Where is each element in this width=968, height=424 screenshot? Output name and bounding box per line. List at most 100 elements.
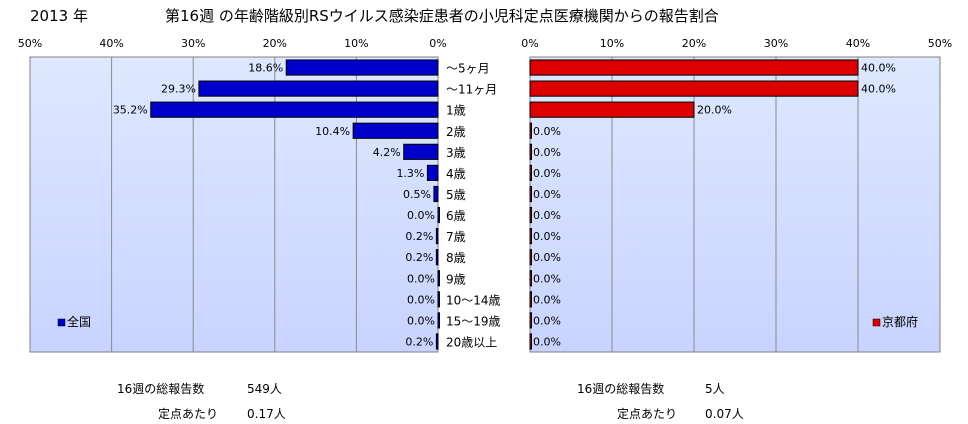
value-label: 10.4% bbox=[315, 125, 350, 138]
x-tick-label: 20% bbox=[682, 37, 706, 50]
legend-swatch bbox=[872, 318, 881, 327]
category-label: ～5ヶ月 bbox=[446, 62, 490, 76]
bar bbox=[437, 291, 440, 308]
value-label: 1.3% bbox=[396, 167, 424, 180]
value-label: 40.0% bbox=[861, 83, 896, 96]
chart-kyoto: 0% 10% 20% 30% 40% 50% 40.0% 40.0% 20.0% 0.0% 0.0%… bbox=[521, 37, 952, 353]
bar bbox=[529, 122, 532, 139]
category-label: 6歳 bbox=[446, 209, 466, 223]
value-label: 20.0% bbox=[697, 104, 732, 117]
bar bbox=[529, 185, 532, 203]
bar bbox=[435, 333, 439, 350]
x-tick-label: 30% bbox=[181, 37, 205, 50]
bar bbox=[529, 228, 532, 245]
bar bbox=[529, 333, 532, 350]
x-tick-label: 10% bbox=[344, 37, 368, 50]
x-tick-label: 0% bbox=[521, 37, 538, 50]
bar bbox=[285, 59, 439, 76]
value-label: 0.5% bbox=[403, 188, 431, 201]
category-label: 4歳 bbox=[446, 167, 466, 181]
bar bbox=[403, 143, 439, 160]
value-label: 0.0% bbox=[533, 167, 561, 180]
value-label: 0.0% bbox=[407, 293, 435, 306]
bar bbox=[426, 164, 439, 181]
bar bbox=[529, 206, 532, 224]
category-label: 9歳 bbox=[446, 272, 466, 286]
x-tick-label: 40% bbox=[99, 37, 123, 50]
value-label: 0.0% bbox=[407, 272, 435, 285]
value-label: 0.2% bbox=[405, 251, 433, 264]
plot-area bbox=[529, 56, 941, 353]
legend-label: 京都府 bbox=[882, 314, 918, 329]
chart-title: 第16週 の年齢階級別RSウイルス感染症患者の小児科定点医療機関からの報告割合 bbox=[165, 7, 719, 25]
chart-national: 50% 40% 30% 20% 10% 0% 18.6% ～5ヶ月 29.3% ～11ヶ月 35.2… bbox=[18, 37, 501, 353]
value-label: 35.2% bbox=[113, 104, 148, 117]
bar bbox=[529, 164, 532, 181]
footer-right-per-label: 定点あたり bbox=[617, 407, 678, 421]
value-label: 0.0% bbox=[407, 209, 435, 222]
bar bbox=[437, 312, 440, 329]
category-label: 5歳 bbox=[446, 188, 466, 202]
bar bbox=[433, 185, 439, 203]
bar bbox=[198, 80, 439, 97]
value-label: 4.2% bbox=[373, 146, 401, 159]
value-label: 0.0% bbox=[533, 188, 561, 201]
value-label: 40.0% bbox=[861, 62, 896, 75]
footer-left-total-label: 16週の総報告数 bbox=[117, 382, 205, 396]
x-tick-label: 50% bbox=[928, 37, 952, 50]
bar bbox=[529, 143, 532, 160]
legend-swatch bbox=[57, 318, 66, 327]
value-label: 0.0% bbox=[533, 209, 561, 222]
bar bbox=[529, 312, 532, 329]
footer-left-per-label: 定点あたり bbox=[158, 407, 219, 421]
x-tick-label: 30% bbox=[764, 37, 788, 50]
category-label: 20歳以上 bbox=[446, 335, 497, 349]
footer-right-total-label: 16週の総報告数 bbox=[577, 382, 665, 396]
category-label: 2歳 bbox=[446, 125, 466, 139]
value-label: 0.0% bbox=[533, 230, 561, 243]
category-label: 7歳 bbox=[446, 230, 466, 244]
bar bbox=[437, 206, 440, 224]
x-tick-label: 20% bbox=[263, 37, 287, 50]
bar bbox=[437, 270, 440, 287]
bar bbox=[529, 59, 859, 76]
bar bbox=[435, 249, 439, 266]
value-label: 0.0% bbox=[533, 314, 561, 327]
bar bbox=[150, 101, 439, 118]
bar bbox=[352, 122, 439, 139]
category-label: ～11ヶ月 bbox=[446, 83, 497, 97]
value-label: 0.0% bbox=[533, 251, 561, 264]
value-label: 0.0% bbox=[533, 125, 561, 138]
x-tick-label: 40% bbox=[846, 37, 870, 50]
plot-area bbox=[29, 56, 439, 353]
footer-right-total-value: 5人 bbox=[705, 382, 725, 396]
bar bbox=[529, 101, 695, 118]
value-label: 0.0% bbox=[533, 146, 561, 159]
bar bbox=[529, 270, 532, 287]
category-label: 8歳 bbox=[446, 251, 466, 265]
bar bbox=[529, 80, 859, 97]
value-label: 18.6% bbox=[248, 62, 283, 75]
bar bbox=[435, 228, 439, 245]
value-label: 0.0% bbox=[533, 293, 561, 306]
category-label: 1歳 bbox=[446, 104, 466, 118]
value-label: 0.2% bbox=[405, 335, 433, 348]
bar bbox=[529, 249, 532, 266]
footer-right-per-value: 0.07人 bbox=[705, 407, 744, 421]
value-label: 0.0% bbox=[533, 335, 561, 348]
value-label: 0.0% bbox=[533, 272, 561, 285]
category-label: 3歳 bbox=[446, 146, 466, 160]
footer-left-total-value: 549人 bbox=[247, 382, 282, 396]
category-label: 10～14歳 bbox=[446, 293, 501, 307]
bar bbox=[529, 291, 532, 308]
x-tick-label: 10% bbox=[600, 37, 624, 50]
legend-label: 全国 bbox=[67, 314, 91, 329]
category-label: 15～19歳 bbox=[446, 314, 501, 328]
x-tick-label: 0% bbox=[429, 37, 446, 50]
value-label: 0.2% bbox=[405, 230, 433, 243]
footer-left-per-value: 0.17人 bbox=[247, 407, 286, 421]
year-label: 2013 年 bbox=[30, 7, 88, 25]
x-tick-label: 50% bbox=[18, 37, 42, 50]
value-label: 29.3% bbox=[161, 83, 196, 96]
